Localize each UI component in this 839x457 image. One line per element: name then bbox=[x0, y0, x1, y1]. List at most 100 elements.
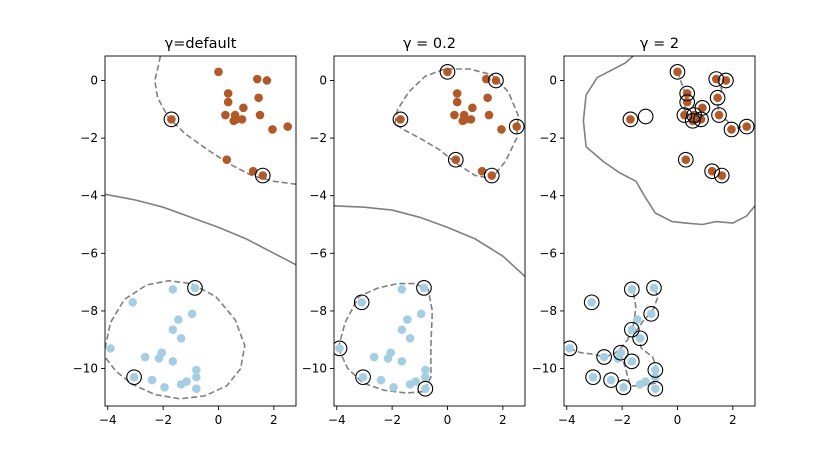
support-vector-marker bbox=[711, 107, 727, 123]
data-point-class-2 bbox=[222, 155, 232, 165]
data-point-class-1 bbox=[160, 382, 169, 392]
data-point-class-2 bbox=[452, 89, 462, 98]
data-point-class-1 bbox=[106, 344, 115, 353]
data-point-class-1 bbox=[635, 334, 645, 343]
data-point-class-1 bbox=[140, 352, 150, 362]
data-point-class-2 bbox=[262, 76, 272, 85]
y-tick-label: −2 bbox=[539, 131, 557, 145]
support-vector-marker bbox=[723, 121, 740, 138]
panel-2: −4 −2 0 2 0 −2 −4 −6 −8 −10 γ = 0.2 bbox=[302, 36, 526, 427]
data-point-class-2 bbox=[673, 67, 682, 77]
y-tick-label: −10 bbox=[532, 362, 557, 376]
support-vector-marker bbox=[392, 111, 409, 128]
data-point-class-2 bbox=[450, 110, 459, 120]
data-point-class-2 bbox=[396, 115, 405, 124]
support-vector-marker bbox=[603, 372, 619, 388]
data-point-class-2 bbox=[483, 93, 492, 103]
data-point-class-2 bbox=[682, 89, 692, 98]
y-tick-label: 0 bbox=[319, 73, 327, 87]
support-vector-marker bbox=[623, 321, 640, 338]
data-point-class-1 bbox=[369, 352, 379, 362]
data-point-class-2 bbox=[487, 171, 497, 180]
support-vector-marker bbox=[417, 380, 434, 397]
x-tick-label: −4 bbox=[328, 413, 346, 427]
support-vector-marker bbox=[637, 108, 654, 125]
data-point-class-2 bbox=[497, 125, 506, 134]
y-tick-label: −10 bbox=[73, 362, 98, 376]
support-vector-marker bbox=[694, 100, 711, 116]
data-point-class-1 bbox=[565, 344, 574, 353]
data-point-class-2 bbox=[252, 74, 262, 84]
data-point-class-2 bbox=[626, 115, 635, 124]
data-point-class-1 bbox=[641, 377, 650, 386]
data-point-class-1 bbox=[421, 372, 430, 382]
support-vector-marker bbox=[126, 369, 142, 386]
data-point-class-2 bbox=[468, 103, 477, 113]
data-point-class-2 bbox=[452, 97, 462, 107]
support-vector-marker bbox=[508, 118, 525, 135]
data-point-class-1 bbox=[190, 283, 200, 293]
data-point-class-2 bbox=[258, 171, 268, 180]
support-vector-marker bbox=[679, 94, 696, 110]
panel-1: −4 −2 0 2 0 −2 −4 −6 −8 −10 γ=default bbox=[73, 36, 297, 427]
support-vector-marker bbox=[643, 305, 660, 322]
data-point-class-2 bbox=[237, 115, 247, 124]
data-point-class-1 bbox=[357, 297, 366, 307]
support-vector-marker bbox=[187, 280, 203, 296]
support-vector-marker bbox=[564, 340, 578, 357]
support-vector-marker bbox=[163, 111, 180, 128]
support-vector-marker bbox=[676, 107, 693, 123]
data-point-class-1 bbox=[157, 348, 167, 358]
data-point-class-2 bbox=[221, 110, 230, 120]
data-point-class-1 bbox=[174, 315, 183, 324]
data-point-class-2 bbox=[681, 155, 691, 165]
data-point-class-1 bbox=[646, 309, 656, 319]
x-tick-label: 0 bbox=[444, 413, 452, 427]
data-point-class-2 bbox=[443, 67, 452, 77]
data-point-class-1 bbox=[168, 325, 178, 334]
data-point-class-1 bbox=[588, 372, 598, 382]
support-vector-marker bbox=[718, 72, 734, 89]
data-point-class-1 bbox=[606, 375, 616, 385]
support-vector-marker bbox=[738, 118, 755, 135]
y-tick-label: −2 bbox=[309, 131, 327, 145]
x-tick-label: −4 bbox=[99, 413, 117, 427]
axes-frame bbox=[563, 55, 756, 407]
data-point-class-2 bbox=[491, 76, 501, 85]
x-tick-label: 2 bbox=[729, 413, 737, 427]
data-point-class-2 bbox=[254, 93, 263, 103]
data-point-class-1 bbox=[397, 357, 407, 366]
support-vector-marker bbox=[585, 369, 601, 386]
data-point-class-1 bbox=[421, 365, 430, 375]
support-vector-marker bbox=[647, 362, 664, 378]
support-vector-marker bbox=[583, 294, 600, 311]
y-tick-label: −6 bbox=[80, 246, 98, 260]
data-point-class-2 bbox=[223, 97, 233, 107]
support-vector-marker bbox=[623, 353, 640, 370]
data-point-class-1 bbox=[619, 382, 628, 392]
support-vector-marker bbox=[669, 63, 686, 80]
y-tick-label: −4 bbox=[539, 189, 557, 203]
data-point-class-1 bbox=[651, 365, 660, 375]
data-point-class-1 bbox=[403, 315, 412, 324]
data-point-class-2 bbox=[727, 125, 736, 134]
support-vector-marker bbox=[709, 89, 726, 106]
decision-boundary bbox=[582, 56, 755, 226]
data-point-class-1 bbox=[192, 384, 201, 394]
support-vector-marker bbox=[488, 72, 504, 89]
data-point-class-1 bbox=[358, 372, 368, 382]
data-point-class-2 bbox=[714, 110, 724, 120]
data-point-class-2 bbox=[682, 97, 692, 107]
x-tick-label: 0 bbox=[215, 413, 223, 427]
data-point-class-1 bbox=[376, 375, 386, 385]
axes-frame bbox=[104, 55, 297, 407]
support-vector-marker bbox=[632, 330, 648, 347]
data-point-class-1 bbox=[397, 325, 407, 334]
data-point-class-1 bbox=[182, 377, 191, 386]
data-point-class-1 bbox=[599, 352, 609, 362]
support-vector-marker bbox=[693, 111, 709, 128]
data-point-class-1 bbox=[187, 309, 197, 319]
support-vector-marker bbox=[623, 281, 640, 298]
support-vector-marker bbox=[353, 294, 370, 311]
